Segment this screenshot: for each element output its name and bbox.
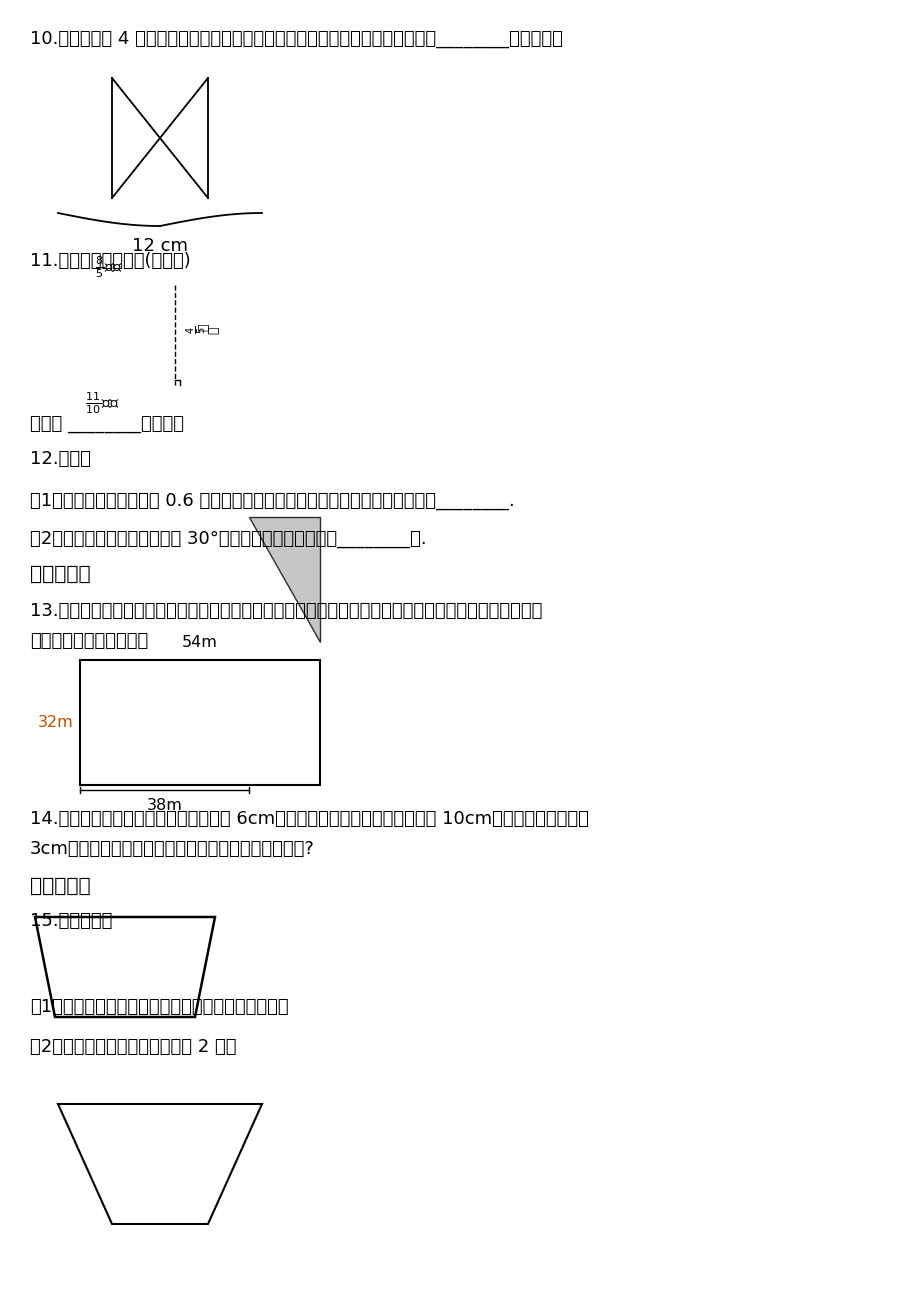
Text: 14.一个平行四边形和一个梯形的高都是 6cm，梯形上底与平行四边形的底都是 10cm，梯形上底比下底少: 14.一个平行四边形和一个梯形的高都是 6cm，梯形上底与平行四边形的底都是 1… [30,810,588,828]
Text: $\frac{8}{5}$分米: $\frac{8}{5}$分米 [95,254,122,280]
Text: 四、解答题: 四、解答题 [30,565,91,585]
Text: $\frac{11}{10}$分米: $\frac{11}{10}$分米 [85,391,119,415]
Text: 54m: 54m [182,635,218,650]
Text: 分: 分 [197,323,210,331]
Text: 12 cm: 12 cm [131,237,187,255]
Text: （2）等腰三角形的一个底角是 30°，它的顶角是这个底角的________倍.: （2）等腰三角形的一个底角是 30°，它的顶角是这个底角的________倍. [30,530,426,548]
Text: 五、综合题: 五、综合题 [30,878,91,896]
Text: 32m: 32m [39,715,74,730]
Text: 13.有一个停车场原来的形状是梯形，为扩大停车面积，将它扩建为一个长方形的停车场（如图）．扩建后: 13.有一个停车场原来的形状是梯形，为扩大停车面积，将它扩建为一个长方形的停车场… [30,602,542,620]
Text: 38m: 38m [146,798,182,812]
Text: （1）梯形的上底和高都是 0.6 分米，下底等于上底加高的和，这个梯形的面积是________.: （1）梯形的上底和高都是 0.6 分米，下底等于上底加高的和，这个梯形的面积是_… [30,492,515,510]
Text: 15.森林诊所。: 15.森林诊所。 [30,911,112,930]
Text: （1）两个面积相等的梯形可以拼成一个平行四边形。: （1）两个面积相等的梯形可以拼成一个平行四边形。 [30,999,289,1016]
Text: 12.填空。: 12.填空。 [30,450,91,467]
Text: 10.如下图，用 4 个完全一样的等腰直角三角尺拼成一个梯形，这个梯形的面积是________平方厘米。: 10.如下图，用 4 个完全一样的等腰直角三角尺拼成一个梯形，这个梯形的面积是_… [30,30,562,48]
Text: $\frac{4}{5}$: $\frac{4}{5}$ [185,326,210,335]
Text: 面积是 ________平方分米: 面积是 ________平方分米 [30,415,184,434]
Bar [80,660,320,785]
Polygon shape [249,517,320,642]
Text: 米: 米 [207,327,220,333]
Text: （2）梯形的面积是三角形面积的 2 倍。: （2）梯形的面积是三角形面积的 2 倍。 [30,1038,236,1056]
Text: 面积增加了多少平方米？: 面积增加了多少平方米？ [30,631,148,650]
Text: 11.求下面梯形的面积(带分数): 11.求下面梯形的面积(带分数) [30,253,190,270]
Text: 3cm。平行四边形的面积比梯形的面积少多少平方厘米?: 3cm。平行四边形的面积比梯形的面积少多少平方厘米? [30,840,314,858]
